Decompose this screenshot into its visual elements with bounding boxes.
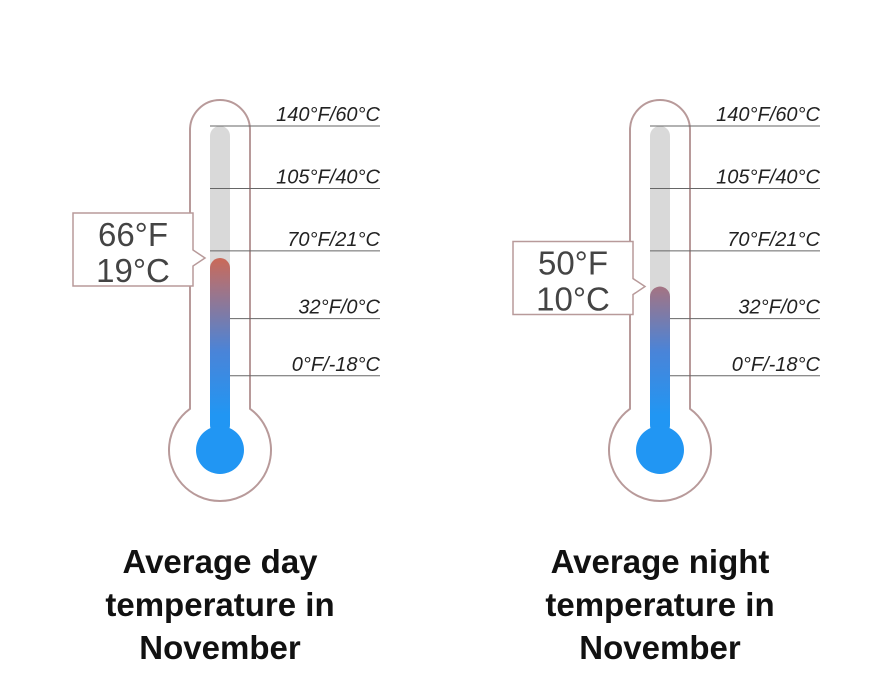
caption-day-line-3: November	[139, 629, 301, 666]
scale-label: 0°F/-18°C	[292, 354, 381, 376]
scale-label: 140°F/60°C	[276, 104, 380, 126]
thermometer-bulb	[196, 426, 244, 474]
readout-fahrenheit: 66°F	[98, 216, 168, 253]
readout-fahrenheit: 50°F	[538, 245, 608, 282]
caption-night-line-1: Average night	[550, 543, 770, 580]
readout-callout	[72, 212, 207, 287]
scale-label: 105°F/40°C	[716, 166, 820, 188]
scale-label: 70°F/21°C	[727, 229, 820, 251]
readout-celsius: 10°C	[536, 281, 610, 318]
caption-night-line-3: November	[579, 629, 741, 666]
scale-label: 140°F/60°C	[716, 104, 820, 126]
scale-label: 32°F/0°C	[298, 297, 380, 319]
thermometer-day: 140°F/60°C 105°F/40°C 70°F/21°C 32°F/0°C 0°F…	[72, 99, 381, 502]
caption-night-line-2: temperature in	[545, 586, 775, 623]
caption-day-line-2: temperature in	[105, 586, 335, 623]
thermometer-bulb	[636, 426, 684, 474]
caption-night: Average night temperature in November	[510, 540, 810, 669]
readout-callout	[512, 240, 647, 316]
thermometer-night: 140°F/60°C 105°F/40°C 70°F/21°C 32°F/0°C 0°F…	[512, 99, 821, 502]
scale-label: 0°F/-18°C	[732, 354, 821, 376]
thermometer-fluid	[210, 258, 230, 435]
scale-label: 105°F/40°C	[276, 166, 380, 188]
scale-label: 32°F/0°C	[738, 297, 820, 319]
caption-day-line-1: Average day	[122, 543, 318, 580]
thermometer-fluid	[650, 286, 670, 435]
scale-label: 70°F/21°C	[287, 229, 380, 251]
readout-celsius: 19°C	[96, 252, 170, 289]
caption-day: Average day temperature in November	[70, 540, 370, 669]
